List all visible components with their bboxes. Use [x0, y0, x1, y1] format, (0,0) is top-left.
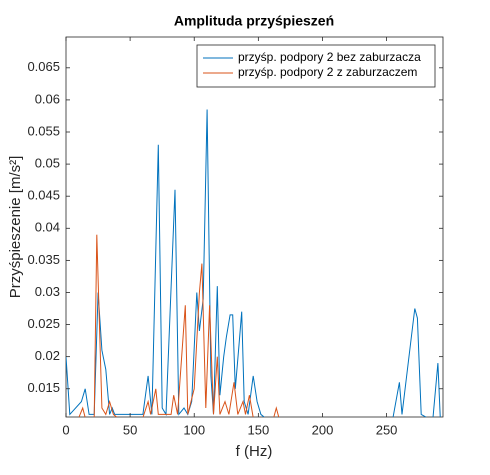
x-axis-label: f (Hz) — [236, 443, 273, 460]
y-tick-label: 0.045 — [27, 188, 60, 203]
chart-title: Amplituda przyśpieszeń — [174, 13, 334, 29]
y-tick-label: 0.055 — [27, 123, 60, 138]
y-tick-label: 0.065 — [27, 59, 60, 74]
x-tick-label: 100 — [183, 422, 205, 437]
y-tick-label: 0.025 — [27, 316, 60, 331]
y-tick-label: 0.04 — [35, 220, 60, 235]
x-tick-label: 50 — [123, 422, 137, 437]
x-tick-label: 0 — [62, 422, 69, 437]
x-tick-label: 150 — [247, 422, 269, 437]
y-tick-label: 0.02 — [35, 348, 60, 363]
y-tick-label: 0.015 — [27, 380, 60, 395]
legend-label: przyśp. podpory 2 z zaburzaczem — [238, 65, 417, 79]
x-tick-label: 250 — [376, 422, 398, 437]
legend-label: przyśp. podpory 2 bez zaburzacza — [238, 50, 421, 64]
y-tick-label: 0.05 — [35, 156, 60, 171]
x-tick-label: 200 — [312, 422, 334, 437]
y-tick-label: 0.06 — [35, 91, 60, 106]
y-tick-label: 0.03 — [35, 284, 60, 299]
y-axis-label: Przyśpieszenie [m/s²] — [7, 156, 24, 299]
plot-area — [65, 36, 444, 418]
legend-box — [196, 44, 436, 88]
y-tick-label: 0.035 — [27, 252, 60, 267]
series-line — [66, 109, 441, 417]
series-layer — [66, 109, 441, 417]
series-line — [78, 234, 280, 417]
